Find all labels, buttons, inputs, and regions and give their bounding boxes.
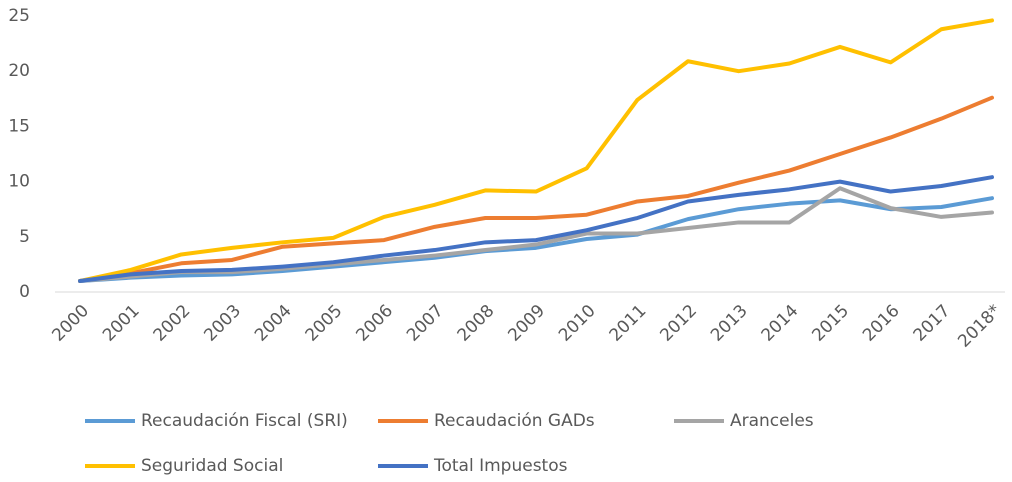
x-tick-label: 2011 — [606, 301, 651, 346]
x-tick-label: 2013 — [707, 301, 752, 346]
legend-label: Aranceles — [730, 411, 814, 431]
y-tick-label: 25 — [8, 6, 30, 26]
y-tick-label: 10 — [8, 172, 30, 192]
x-tick-label: 2005 — [302, 301, 347, 346]
series-line — [78, 18, 994, 283]
y-tick-label: 20 — [8, 61, 30, 81]
y-tick-label: 5 — [19, 227, 30, 247]
y-tick-label: 15 — [8, 116, 30, 136]
x-tick-label: 2007 — [403, 301, 448, 346]
legend-label: Recaudación GADs — [434, 411, 595, 431]
x-tick-label: 2008 — [454, 301, 499, 346]
x-tick-label: 2002 — [150, 301, 195, 346]
series-line — [78, 196, 994, 283]
x-tick-label: 2016 — [859, 301, 904, 346]
x-tick-label: 2014 — [758, 301, 803, 346]
x-tick-label: 2001 — [99, 301, 144, 346]
x-tick-label: 2004 — [251, 301, 296, 346]
y-tick-label: 0 — [19, 282, 30, 302]
x-tick-label: 2009 — [504, 301, 549, 346]
x-tick-label: 2006 — [352, 301, 397, 346]
legend-label: Seguridad Social — [141, 456, 283, 476]
legend-label: Total Impuestos — [433, 456, 568, 476]
x-tick-label: 2018* — [954, 301, 1005, 352]
series-line — [78, 175, 994, 283]
series-line — [78, 186, 994, 283]
legend-label: Recaudación Fiscal (SRI) — [141, 411, 348, 431]
x-tick-label: 2000 — [48, 301, 93, 346]
x-tick-label: 2017 — [910, 301, 955, 346]
x-tick-label: 2015 — [808, 301, 853, 346]
series-line — [78, 95, 994, 283]
x-tick-label: 2003 — [200, 301, 245, 346]
x-tick-label: 2012 — [656, 301, 701, 346]
x-tick-label: 2010 — [555, 301, 600, 346]
